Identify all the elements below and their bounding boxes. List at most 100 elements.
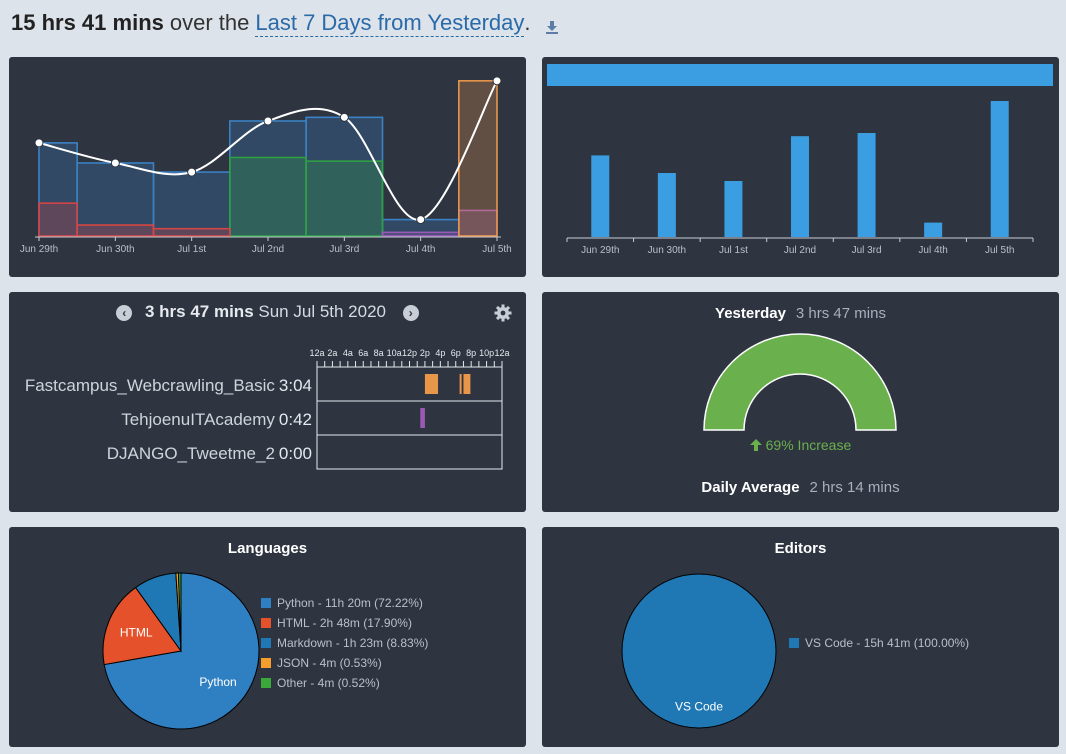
legend-item[interactable]: HTML - 2h 48m (17.90%) — [261, 613, 428, 633]
hour-label: 8a — [374, 348, 384, 358]
daily-average-value: 2 hrs 14 mins — [809, 479, 900, 496]
activity-segment — [463, 374, 471, 394]
pie-slice — [621, 573, 777, 729]
gear-icon[interactable] — [494, 304, 512, 322]
data-point — [263, 116, 273, 126]
x-tick-label: Jun 29th — [581, 245, 619, 256]
legend-item[interactable]: JSON - 4m (0.53%) — [261, 653, 428, 673]
day-timeline-panel: ‹ 3 hrs 47 mins Sun Jul 5th 2020 › Fastc… — [9, 292, 526, 512]
daily-average: Daily Average 2 hrs 14 mins — [542, 479, 1059, 496]
day-bar — [724, 181, 743, 237]
yesterday-panel: Yesterday 3 hrs 47 mins 69% Increase Dail… — [542, 292, 1059, 512]
project-area — [229, 156, 307, 237]
project-area — [305, 160, 384, 237]
languages-title: Languages — [227, 540, 308, 557]
legend-swatch — [261, 598, 271, 608]
data-point — [110, 158, 120, 168]
project-area — [152, 227, 231, 237]
pie-slice-label: VS Code — [675, 699, 723, 713]
data-point — [416, 215, 426, 225]
yesterday-value: 3 hrs 47 mins — [795, 305, 886, 322]
legend-item[interactable]: Python - 11h 20m (72.22%) — [261, 593, 428, 613]
hour-label: 8p — [466, 348, 476, 358]
hour-label: 10a — [387, 348, 402, 358]
day-date: Sun Jul 5th 2020 — [258, 302, 386, 321]
top-banner — [547, 64, 1053, 86]
project-area — [76, 162, 155, 237]
daily-bar-chart: Jun 29th Jun 30th Jul 1st Jul 2nd Jul 3rd Jul… — [547, 64, 1053, 256]
editors-title: Editors — [774, 540, 827, 557]
project-name[interactable]: Fastcampus_Webcrawling_Basic — [24, 376, 275, 395]
day-bar — [591, 155, 610, 237]
yesterday-label: Yesterday — [715, 305, 786, 322]
download-icon[interactable] — [545, 15, 559, 34]
day-duration: 3 hrs 47 mins — [144, 302, 254, 321]
x-tick-label: Jul 1st — [177, 244, 206, 255]
languages-pie-chart: Python HTML — [102, 572, 260, 730]
summary-header: 15 hrs 41 mins over the Last 7 Days from… — [11, 6, 559, 40]
pie-slice-label: Python — [199, 675, 236, 689]
data-point — [34, 138, 44, 148]
x-tick-label: Jul 3rd — [852, 245, 882, 256]
hour-label: 2p — [420, 348, 430, 358]
x-tick-label: Jun 30th — [648, 245, 686, 256]
project-area — [381, 231, 460, 237]
legend-swatch — [261, 658, 271, 668]
x-tick-label: Jul 2nd — [784, 245, 816, 256]
chevron-right-icon[interactable]: › — [402, 304, 419, 321]
header-period: . — [524, 10, 531, 35]
pie-slice — [177, 572, 182, 652]
x-tick-label: Jul 3rd — [329, 244, 359, 255]
chevron-left-icon[interactable]: ‹ — [116, 304, 133, 321]
project-time: 3:04 — [278, 376, 312, 395]
project-name[interactable]: DJANGO_Tweetme_2 — [106, 444, 275, 463]
x-tick-label: Jul 4th — [918, 245, 947, 256]
activity-segment — [420, 408, 425, 428]
legend-label: Python - 11h 20m (72.22%) — [277, 596, 423, 610]
languages-legend: Python - 11h 20m (72.22%) HTML - 2h 48m … — [261, 593, 428, 693]
hour-label: 6a — [358, 348, 368, 358]
hour-label: 2a — [327, 348, 337, 358]
timeline-project-row: TehjoenuITAcademy 0:42 — [121, 410, 312, 430]
x-tick-label: Jun 29th — [20, 244, 58, 255]
activity-segment — [459, 374, 462, 394]
project-area — [38, 142, 78, 237]
data-point — [187, 167, 197, 177]
hour-label: 12a — [309, 348, 324, 358]
hour-label: 12a — [494, 348, 509, 358]
daily-bar-chart-panel: Jun 29th Jun 30th Jul 1st Jul 2nd Jul 3rd Jul… — [542, 57, 1059, 277]
legend-item[interactable]: Other - 4m (0.52%) — [261, 673, 428, 693]
legend-label: HTML - 2h 48m (17.90%) — [277, 616, 412, 630]
day-bar — [791, 136, 809, 237]
data-point — [339, 112, 349, 122]
project-name[interactable]: TehjoenuITAcademy — [121, 410, 275, 429]
editors-panel: Editors VS Code VS Code - 15h 41m (100.0… — [542, 527, 1059, 747]
timeline-project-row: DJANGO_Tweetme_2 0:00 — [107, 444, 312, 464]
pie-slice-label: HTML — [120, 626, 153, 640]
legend-item[interactable]: Markdown - 1h 23m (8.83%) — [261, 633, 428, 653]
day-header: ‹ 3 hrs 47 mins Sun Jul 5th 2020 › — [9, 302, 526, 322]
hour-label: 4p — [435, 348, 445, 358]
legend-label: Markdown - 1h 23m (8.83%) — [277, 636, 429, 650]
gauge-fill — [703, 333, 897, 431]
day-bar — [657, 173, 676, 237]
date-range-dropdown[interactable]: Last 7 Days from Yesterday — [255, 9, 525, 37]
legend-label: JSON - 4m (0.53%) — [277, 656, 382, 670]
legend-item[interactable]: VS Code - 15h 41m (100.00%) — [789, 633, 969, 653]
arrow-up-icon — [749, 439, 762, 451]
project-area — [152, 171, 231, 237]
timeline-project-row: Fastcampus_Webcrawling_Basic 3:04 — [25, 376, 312, 396]
x-tick-label: Jul 1st — [719, 245, 748, 256]
activity-segment — [424, 374, 439, 394]
project-area — [38, 202, 78, 237]
project-area — [76, 224, 155, 237]
hour-label: 6p — [451, 348, 461, 358]
legend-label: Other - 4m (0.52%) — [277, 676, 380, 690]
increase-text: 69% Increase — [765, 437, 852, 453]
day-timeline-chart: 12a 2a 4a 6a 8a 10a 12p 2p 4p 6p 8p 10p 12a — [309, 348, 510, 470]
legend-swatch — [261, 678, 271, 688]
legend-label: VS Code - 15h 41m (100.00%) — [805, 636, 970, 650]
yesterday-title: Yesterday 3 hrs 47 mins — [542, 305, 1059, 322]
pie-slice — [102, 586, 182, 666]
daily-average-label: Daily Average — [701, 479, 800, 496]
